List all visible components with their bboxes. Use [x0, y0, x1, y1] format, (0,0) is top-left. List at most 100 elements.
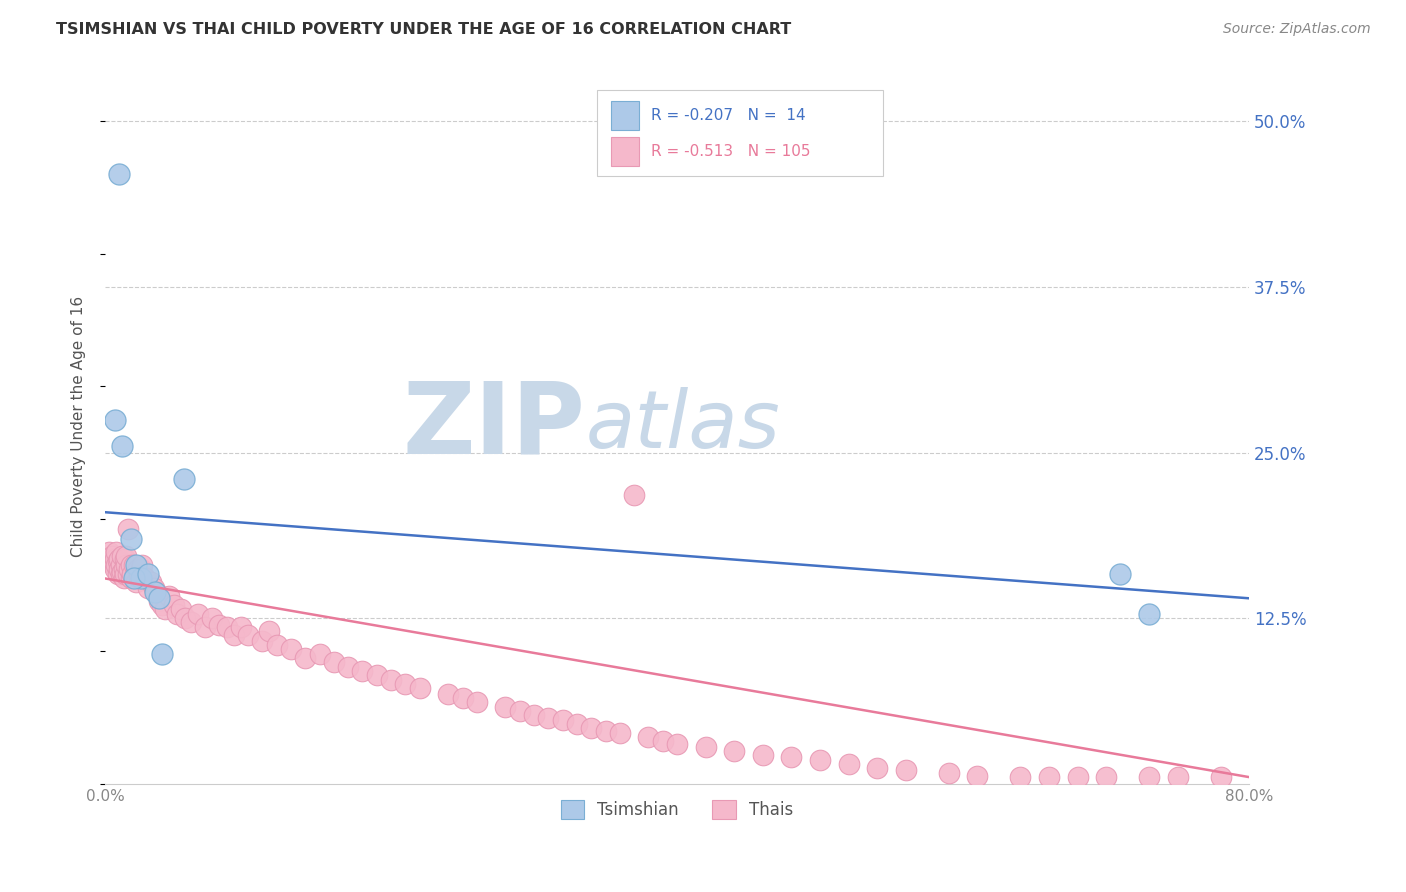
Point: [110, 567, 132, 582]
Point: [111, 549, 134, 563]
Point: [451, 690, 474, 705]
Text: atlas: atlas: [585, 387, 780, 465]
Point: [122, 558, 145, 573]
Point: [938, 766, 960, 780]
Point: [408, 681, 430, 696]
Point: [122, 571, 145, 585]
Point: [1137, 770, 1160, 784]
Point: [1066, 770, 1088, 784]
Point: [838, 756, 860, 771]
Point: [894, 764, 917, 778]
Text: ZIP: ZIP: [402, 377, 585, 475]
Point: [132, 571, 155, 585]
Bar: [598, 90, 883, 176]
Legend: Tsimshian, Thais: Tsimshian, Thais: [554, 793, 800, 825]
Text: Source: ZipAtlas.com: Source: ZipAtlas.com: [1223, 22, 1371, 37]
Point: [1167, 770, 1189, 784]
Point: [565, 717, 588, 731]
Point: [551, 713, 574, 727]
Point: [208, 617, 231, 632]
Point: [695, 739, 717, 754]
Point: [266, 638, 288, 652]
Point: [143, 584, 166, 599]
Point: [173, 472, 195, 486]
Point: [666, 737, 689, 751]
Point: [115, 549, 138, 563]
Point: [153, 602, 176, 616]
Point: [581, 721, 603, 735]
Point: [194, 620, 217, 634]
Point: [623, 488, 645, 502]
Point: [366, 668, 388, 682]
Point: [637, 731, 659, 745]
Point: [537, 710, 560, 724]
Point: [112, 571, 135, 585]
Point: [120, 571, 142, 585]
Point: [107, 567, 129, 582]
Point: [162, 598, 184, 612]
Point: [103, 558, 125, 573]
Point: [108, 551, 131, 566]
Point: [595, 723, 617, 738]
Point: [100, 554, 122, 568]
Point: [509, 704, 531, 718]
Point: [609, 726, 631, 740]
Point: [128, 571, 150, 585]
Point: [380, 673, 402, 688]
Bar: [610, 137, 640, 166]
Point: [1209, 770, 1232, 784]
Point: [337, 660, 360, 674]
Point: [136, 567, 159, 582]
Point: [121, 567, 143, 582]
Point: [134, 571, 156, 585]
Point: [110, 558, 132, 573]
Point: [252, 633, 274, 648]
Point: [322, 655, 344, 669]
Point: [125, 558, 148, 573]
Point: [145, 584, 167, 599]
Point: [808, 753, 831, 767]
Point: [394, 677, 416, 691]
Point: [294, 651, 316, 665]
Point: [259, 624, 281, 639]
Point: [752, 747, 775, 762]
Point: [148, 591, 170, 606]
Point: [120, 532, 142, 546]
Point: [1137, 607, 1160, 622]
Point: [104, 551, 127, 566]
Point: [1010, 770, 1032, 784]
Point: [111, 565, 134, 579]
Point: [105, 545, 128, 559]
Point: [101, 551, 124, 566]
Point: [780, 750, 803, 764]
Point: [187, 607, 209, 622]
Point: [157, 589, 180, 603]
Point: [723, 744, 745, 758]
Point: [150, 647, 173, 661]
Point: [104, 562, 127, 576]
Bar: [610, 102, 640, 130]
Point: [1095, 770, 1118, 784]
Y-axis label: Child Poverty Under the Age of 16: Child Poverty Under the Age of 16: [72, 295, 86, 557]
Point: [115, 558, 138, 573]
Point: [104, 412, 127, 426]
Point: [105, 558, 128, 573]
Point: [108, 168, 131, 182]
Point: [117, 523, 139, 537]
Point: [129, 571, 152, 585]
Point: [1109, 567, 1132, 582]
Point: [174, 611, 197, 625]
Point: [107, 554, 129, 568]
Point: [523, 707, 546, 722]
Text: R = -0.207   N =  14: R = -0.207 N = 14: [651, 108, 806, 123]
Point: [308, 647, 330, 661]
Point: [494, 700, 516, 714]
Point: [866, 761, 889, 775]
Point: [120, 558, 142, 573]
Point: [215, 620, 238, 634]
Point: [222, 628, 245, 642]
Point: [124, 567, 146, 582]
Point: [170, 602, 193, 616]
Point: [139, 575, 162, 590]
Point: [127, 562, 149, 576]
